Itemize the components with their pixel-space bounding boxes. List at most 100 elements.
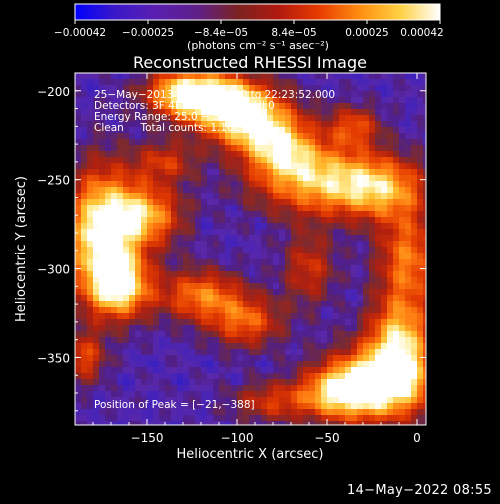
heatmap-cell (81, 361, 88, 368)
heatmap-cell (93, 277, 100, 284)
heatmap-cell (99, 217, 106, 224)
heatmap-cell (417, 193, 424, 200)
heatmap-cell (333, 139, 340, 146)
heatmap-cell (135, 217, 142, 224)
heatmap-cell (291, 325, 298, 332)
heatmap-cell (333, 163, 340, 170)
heatmap-cell (333, 391, 340, 398)
heatmap-cell (225, 397, 232, 404)
heatmap-cell (105, 199, 112, 206)
heatmap-cell (231, 103, 238, 110)
heatmap-cell (81, 301, 88, 308)
heatmap-cell (195, 211, 202, 218)
heatmap-cell (303, 121, 310, 128)
heatmap-cell (249, 277, 256, 284)
heatmap-cell (165, 79, 172, 86)
heatmap-cell (213, 211, 220, 218)
heatmap-cell (327, 283, 334, 290)
heatmap-cell (339, 361, 346, 368)
heatmap-cell (369, 289, 376, 296)
heatmap-cell (417, 253, 424, 260)
heatmap-cell (297, 121, 304, 128)
heatmap-cell (237, 253, 244, 260)
heatmap-cell (153, 133, 160, 140)
heatmap-cell (75, 235, 82, 242)
heatmap-cell (81, 385, 88, 392)
heatmap-cell (285, 307, 292, 314)
heatmap-cell (225, 283, 232, 290)
heatmap-cell (273, 181, 280, 188)
heatmap-cell (369, 301, 376, 308)
heatmap-cell (111, 247, 118, 254)
heatmap-cell (309, 115, 316, 122)
heatmap-cell (339, 97, 346, 104)
heatmap-cell (321, 79, 328, 86)
heatmap-cell (105, 151, 112, 158)
heatmap-cell (129, 313, 136, 320)
heatmap-cell (129, 259, 136, 266)
heatmap-cell (117, 145, 124, 152)
heatmap-cell (225, 73, 232, 80)
heatmap-cell (153, 337, 160, 344)
heatmap-cell (147, 313, 154, 320)
heatmap-cell (249, 307, 256, 314)
heatmap-cell (147, 373, 154, 380)
heatmap-cell (87, 241, 94, 248)
heatmap-cell (123, 301, 130, 308)
heatmap-cell (147, 121, 154, 128)
heatmap-cell (225, 367, 232, 374)
heatmap-cell (267, 301, 274, 308)
heatmap-cell (291, 253, 298, 260)
heatmap-cell (387, 289, 394, 296)
heatmap-cell (387, 409, 394, 416)
heatmap-cell (183, 295, 190, 302)
heatmap-cell (243, 337, 250, 344)
heatmap-cell (189, 241, 196, 248)
heatmap-cell (81, 193, 88, 200)
heatmap-cell (285, 397, 292, 404)
heatmap-cell (375, 79, 382, 86)
heatmap-cell (345, 217, 352, 224)
heatmap-cell (135, 229, 142, 236)
heatmap-cell (249, 121, 256, 128)
heatmap-cell (423, 397, 426, 404)
heatmap-cell (189, 331, 196, 338)
heatmap-cell (369, 421, 376, 425)
heatmap-cell (183, 103, 190, 110)
heatmap-cell (363, 91, 370, 98)
heatmap-cell (381, 109, 388, 116)
heatmap-cell (375, 337, 382, 344)
heatmap-cell (93, 217, 100, 224)
heatmap-cell (243, 109, 250, 116)
heatmap-cell (213, 337, 220, 344)
heatmap-cell (315, 415, 322, 422)
heatmap-cell (387, 397, 394, 404)
heatmap-cell (171, 403, 178, 410)
heatmap-cell (279, 361, 286, 368)
heatmap-cell (411, 109, 418, 116)
heatmap-cell (81, 331, 88, 338)
heatmap-cell (81, 307, 88, 314)
heatmap-cell (93, 259, 100, 266)
heatmap-cell (375, 373, 382, 380)
heatmap-cell (333, 415, 340, 422)
heatmap-cell (393, 169, 400, 176)
heatmap-cell (273, 343, 280, 350)
heatmap-cell (141, 271, 148, 278)
heatmap-cell (249, 415, 256, 422)
heatmap-cell (279, 169, 286, 176)
heatmap-cell (315, 349, 322, 356)
heatmap-cell (327, 325, 334, 332)
heatmap-cell (213, 355, 220, 362)
heatmap-cell (315, 301, 322, 308)
heatmap-cell (381, 187, 388, 194)
heatmap-cell (225, 115, 232, 122)
heatmap-cell (219, 409, 226, 416)
heatmap-cell (393, 397, 400, 404)
heatmap-cell (93, 115, 100, 122)
heatmap-cell (333, 205, 340, 212)
heatmap-cell (135, 73, 142, 80)
heatmap-cell (153, 109, 160, 116)
heatmap-cell (261, 367, 268, 374)
heatmap-cell (147, 163, 154, 170)
